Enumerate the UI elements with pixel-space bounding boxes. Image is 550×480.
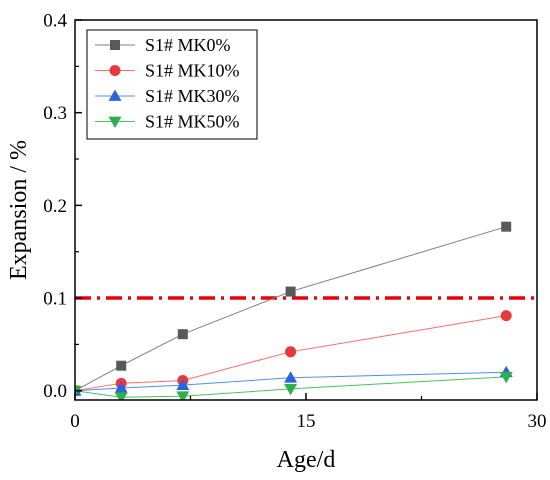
- data-point-3-1: [114, 392, 128, 400]
- x-tick-label-1: 15: [297, 411, 316, 432]
- data-point-2-2: [176, 378, 190, 391]
- data-point-3-3: [284, 384, 298, 396]
- data-point-1-3: [285, 346, 297, 358]
- x-axis-label: Age/d: [277, 447, 336, 473]
- data-point-3-2: [176, 391, 190, 400]
- legend-marker-0: [110, 40, 120, 50]
- series-line-0: [75, 226, 507, 392]
- y-tick-label-3: 0.3: [43, 103, 67, 124]
- legend-label-0: S1# MK0%: [145, 35, 231, 55]
- data-point-0-2: [177, 329, 188, 340]
- y-tick-label-4: 0.4: [43, 11, 67, 32]
- y-tick-label-2: 0.2: [43, 196, 67, 217]
- y-tick-label-1: 0.1: [43, 289, 67, 310]
- legend-marker-2: [108, 89, 122, 101]
- legend-marker-1: [109, 65, 121, 76]
- x-tick-label-2: 30: [528, 411, 547, 432]
- legend-label-2: S1# MK30%: [145, 86, 240, 106]
- legend: S1# MK0% S1# MK10% S1# MK30% S1# MK50%: [86, 29, 258, 140]
- legend-marker-3: [108, 116, 122, 128]
- legend-label-3: S1# MK50%: [145, 112, 240, 132]
- plot-area: [75, 221, 537, 400]
- legend-label-1: S1# MK10%: [145, 61, 240, 81]
- data-point-0-4: [501, 221, 512, 232]
- data-point-3-4: [499, 371, 513, 384]
- data-point-3-0: [75, 385, 82, 398]
- x-tick-label-0: 0: [70, 411, 80, 432]
- data-point-1-4: [500, 310, 512, 322]
- axes: 0 15 30 0.0 0.1 0.2 0.3 0.4: [43, 11, 546, 433]
- data-point-2-1: [114, 381, 128, 393]
- y-tick-label-0: 0.0: [43, 381, 67, 402]
- data-point-0-1: [116, 360, 127, 371]
- data-point-2-3: [284, 371, 298, 383]
- data-point-0-3: [285, 286, 296, 297]
- y-axis-label: Expansion / %: [6, 140, 32, 280]
